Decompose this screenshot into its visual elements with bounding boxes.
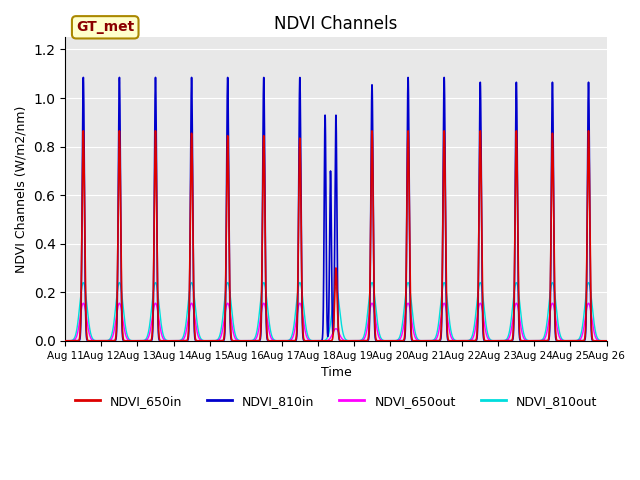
Legend: NDVI_650in, NDVI_810in, NDVI_650out, NDVI_810out: NDVI_650in, NDVI_810in, NDVI_650out, NDV…	[70, 390, 602, 412]
X-axis label: Time: Time	[321, 366, 351, 379]
Y-axis label: NDVI Channels (W/m2/nm): NDVI Channels (W/m2/nm)	[15, 106, 28, 273]
Text: GT_met: GT_met	[76, 20, 134, 34]
Title: NDVI Channels: NDVI Channels	[274, 15, 397, 33]
